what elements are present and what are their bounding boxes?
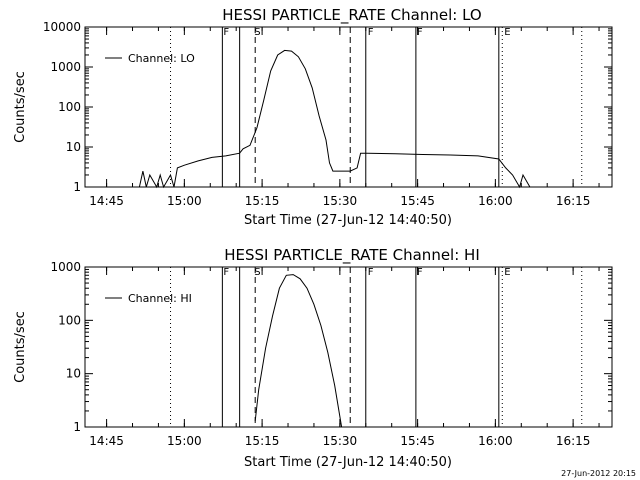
x-tick-label: 14:45 (89, 434, 124, 448)
series-line (138, 49, 531, 189)
y-tick-label: 1000 (50, 60, 81, 74)
x-tick-label: 15:15 (245, 434, 280, 448)
panel-lo: HESSI PARTICLE_RATE Channel: LO F S F F E 14… (13, 6, 613, 228)
y-tick-label: 10 (66, 140, 81, 154)
series-line (254, 274, 343, 428)
y-axis-label-hi: Counts/sec (13, 311, 28, 383)
chart-title-hi: HESSI PARTICLE_RATE Channel: HI (224, 246, 480, 265)
panel-hi: HESSI PARTICLE_RATE Channel: HI F S F F E 14… (13, 246, 613, 470)
x-tick-label: 15:00 (167, 194, 202, 208)
y-tick-label: 100 (58, 100, 81, 114)
flag-label: F (368, 27, 374, 38)
series-hi (254, 274, 343, 428)
axis-ticks-hi: 14:45 15:00 15:15 15:30 15:45 16:00 16:15 1 10 10… (50, 260, 612, 448)
chart-title-lo: HESSI PARTICLE_RATE Channel: LO (222, 6, 481, 25)
x-tick-label: 15:45 (400, 434, 435, 448)
flag-label: F (368, 267, 374, 278)
x-axis-label-lo: Start Time (27-Jun-12 14:40:50) (244, 213, 452, 228)
render-timestamp: 27-Jun-2012 20:15 (561, 469, 636, 478)
x-tick-label: 15:45 (400, 194, 435, 208)
flag-label: F (223, 267, 229, 278)
flag-label: E (504, 267, 510, 278)
x-tick-label: 16:00 (478, 194, 513, 208)
legend-label-lo: Channel: LO (128, 52, 195, 65)
plot-frame-lo (84, 26, 613, 188)
x-tick-label: 14:45 (89, 194, 124, 208)
y-tick-label: 1 (73, 420, 81, 434)
flag-label: S (254, 27, 260, 38)
flag-label: S (254, 267, 260, 278)
flag-label: E (504, 27, 510, 38)
plot-frame-hi (84, 266, 613, 428)
y-tick-label: 10000 (43, 20, 81, 34)
x-axis-label-hi: Start Time (27-Jun-12 14:40:50) (244, 455, 452, 470)
marker-lines-hi (170, 267, 583, 427)
x-tick-label: 15:30 (323, 194, 358, 208)
x-tick-label: 15:00 (167, 434, 202, 448)
x-tick-label: 16:15 (556, 434, 591, 448)
axis-ticks-lo: 14:45 15:00 15:15 15:30 15:45 16:00 16:15 1 10 10… (43, 20, 612, 208)
series-lo (138, 49, 531, 189)
y-tick-label: 10 (66, 367, 81, 381)
x-tick-label: 15:15 (245, 194, 280, 208)
y-axis-label-lo: Counts/sec (13, 71, 28, 143)
y-tick-label: 1 (73, 180, 81, 194)
legend-lo: Channel: LO (105, 52, 195, 65)
flag-label: F (417, 27, 423, 38)
legend-hi: Channel: HI (105, 292, 192, 305)
marker-lines-lo (170, 27, 583, 187)
legend-label-hi: Channel: HI (128, 292, 192, 305)
y-tick-label: 1000 (50, 260, 81, 274)
flag-label: F (223, 27, 229, 38)
x-tick-label: 15:30 (323, 434, 358, 448)
x-tick-label: 16:15 (556, 194, 591, 208)
y-tick-label: 100 (58, 313, 81, 327)
flag-label: F (417, 267, 423, 278)
x-tick-label: 16:00 (478, 434, 513, 448)
